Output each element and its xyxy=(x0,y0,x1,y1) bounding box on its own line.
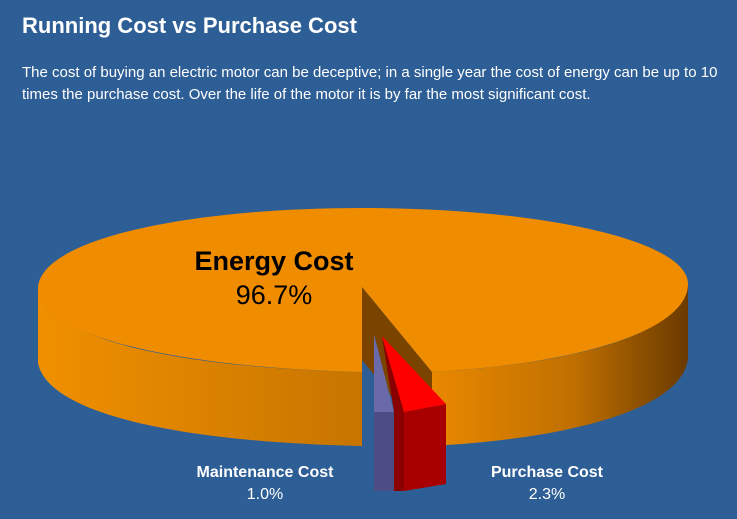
slice-energy-top xyxy=(38,208,688,372)
slice-energy-side-right xyxy=(432,284,688,446)
slice-energy-cost xyxy=(38,208,688,446)
energy-label: Energy Cost xyxy=(194,246,353,276)
slice-maintenance-cost xyxy=(374,334,394,491)
slice-purchase-top xyxy=(382,336,446,412)
purchase-value: 2.3% xyxy=(529,486,565,503)
slice-maintenance-top xyxy=(374,334,394,412)
maintenance-value: 1.0% xyxy=(247,486,283,503)
intro-text: The cost of buying an electric motor can… xyxy=(22,64,718,103)
slice-purchase-cost xyxy=(382,336,446,491)
purchase-label: Purchase Cost xyxy=(491,464,604,481)
energy-value: 96.7% xyxy=(236,280,313,310)
slice-purchase-side-left xyxy=(382,336,404,491)
maintenance-label: Maintenance Cost xyxy=(197,464,335,481)
slice-energy-side-left xyxy=(38,289,362,446)
page-title: Running Cost vs Purchase Cost xyxy=(22,13,357,38)
slice-purchase-side-front xyxy=(404,404,446,491)
slice-maintenance-side xyxy=(374,412,394,491)
